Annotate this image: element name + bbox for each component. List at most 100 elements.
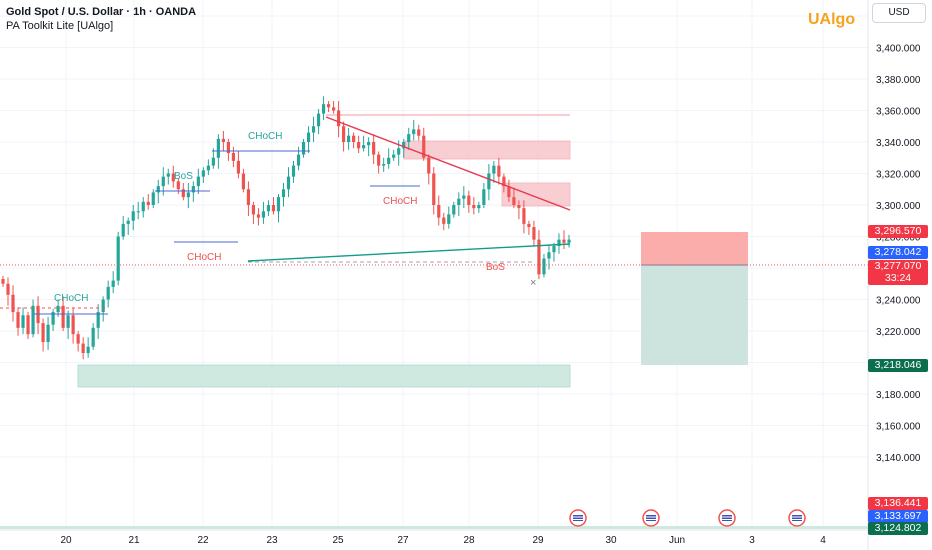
bearish-candle (231, 153, 236, 161)
bearish-candle (26, 315, 30, 335)
long-position-tool[interactable] (641, 232, 748, 365)
bearish-candle (236, 160, 241, 174)
bullish-candle (126, 220, 130, 224)
price-tick-label: 3,240.000 (876, 296, 921, 307)
bullish-candle (557, 239, 561, 246)
us-flag-icon[interactable] (642, 509, 660, 527)
currency-button[interactable]: USD (872, 3, 926, 23)
ualgo-logo: UAlgo (808, 11, 856, 28)
price-tick-label: 3,300.000 (876, 201, 921, 212)
time-axis[interactable]: 20 21 22 23 25 27 28 29 30 Jun 3 4 (0, 529, 868, 546)
bullish-candle (412, 129, 416, 135)
time-tick-label: 29 (532, 535, 544, 546)
bos-label-2: BoS (486, 262, 505, 273)
price-tick-label: 3,220.000 (876, 327, 921, 338)
bullish-candle (186, 192, 190, 198)
bullish-candle (136, 211, 140, 213)
stop-loss-price-tag: 3,296.570 (868, 225, 928, 238)
bullish-candle (216, 138, 220, 158)
bearish-candle (226, 142, 230, 154)
bearish-candle (537, 239, 541, 275)
order-block-zones (77, 114, 571, 388)
bullish-candle (206, 165, 210, 171)
bearish-candle (251, 205, 256, 215)
us-flag-icon[interactable] (788, 509, 806, 527)
bearish-candle (81, 343, 85, 354)
bullish-candle (552, 245, 556, 253)
bearish-candle (357, 142, 361, 149)
bullish-candle (382, 164, 386, 166)
lower-price-tag-1: 3,136.441 (868, 497, 928, 510)
bos-label-1: BoS (174, 171, 193, 182)
bearish-candle (427, 157, 431, 174)
bullish-candle (66, 315, 70, 328)
bullish-candle (462, 195, 466, 199)
bearish-candle (352, 135, 356, 142)
price-tick-label: 3,180.000 (876, 390, 921, 401)
bearish-candle (522, 208, 526, 224)
bearish-candle (512, 197, 516, 205)
bullish-candle (46, 324, 50, 343)
cross-marker: × (530, 277, 536, 289)
us-flag-icon[interactable] (569, 509, 587, 527)
bearish-candle (6, 283, 10, 295)
bullish-candle (111, 280, 115, 287)
choch-label-3: CHoCH (187, 252, 221, 263)
bullish-candle (141, 201, 145, 212)
bullish-candle (397, 148, 401, 155)
bearish-candle (467, 195, 471, 205)
bullish-candle (387, 157, 391, 165)
us-flag-icon[interactable] (718, 509, 736, 527)
price-tick-label: 3,380.000 (876, 75, 921, 86)
bearish-candle (176, 181, 180, 190)
take-profit-price-tag: 3,218.046 (868, 359, 928, 372)
bullish-candle (121, 223, 125, 237)
bearish-candle (437, 205, 441, 218)
bearish-candle (76, 334, 80, 344)
time-tick-label: 25 (332, 535, 344, 546)
bullish-candle (291, 165, 296, 177)
bearish-candle (497, 165, 501, 177)
bearish-candle (246, 189, 251, 205)
bullish-candle (31, 305, 35, 335)
bearish-candle (221, 138, 225, 142)
bearish-candle (372, 142, 376, 155)
last-price-tag: 3,277.070 (868, 260, 928, 273)
bearish-candle (502, 176, 506, 187)
symbol-title[interactable]: Gold Spot / U.S. Dollar · 1h · OANDA (6, 6, 197, 18)
time-tick-label: 22 (197, 535, 209, 546)
annotations: CHoCH BoS CHoCH CHoCH CHoCH BoS × (54, 131, 536, 304)
price-tick-label: 3,280.000 (876, 233, 921, 244)
bullish-candle (447, 214, 451, 224)
indicator-name[interactable]: PA Toolkit Lite [UAlgo] (6, 20, 114, 32)
time-tick-label: Jun (669, 535, 685, 546)
bearish-candle (527, 223, 531, 228)
bearish-candle (517, 205, 521, 209)
bearish-candle (442, 217, 446, 224)
bullish-candle (21, 315, 25, 328)
bearish-candle (377, 154, 381, 166)
bearish-candle (181, 189, 185, 198)
economic-event-markers[interactable] (569, 509, 806, 527)
bullish-candle (91, 327, 95, 347)
time-tick-label: 21 (128, 535, 140, 546)
bearish-candle (472, 205, 476, 209)
bullish-candle (56, 305, 60, 313)
bearish-candle (342, 126, 346, 142)
bullish-candle (151, 192, 155, 205)
bearish-candle (417, 129, 421, 136)
price-tick-label: 3,320.000 (876, 170, 921, 181)
take-profit-zone (641, 265, 748, 365)
price-tick-label: 3,340.000 (876, 138, 921, 149)
structure-lines (0, 150, 868, 315)
bullish-order-block (77, 364, 571, 388)
bullish-candle (211, 157, 215, 166)
bearish-candle (532, 227, 536, 240)
bullish-candle (316, 113, 321, 127)
bearish-candle (432, 173, 436, 205)
trendlines (247, 116, 571, 262)
bullish-candle (101, 299, 105, 313)
bullish-candle (492, 165, 496, 174)
bullish-candle (477, 205, 481, 209)
